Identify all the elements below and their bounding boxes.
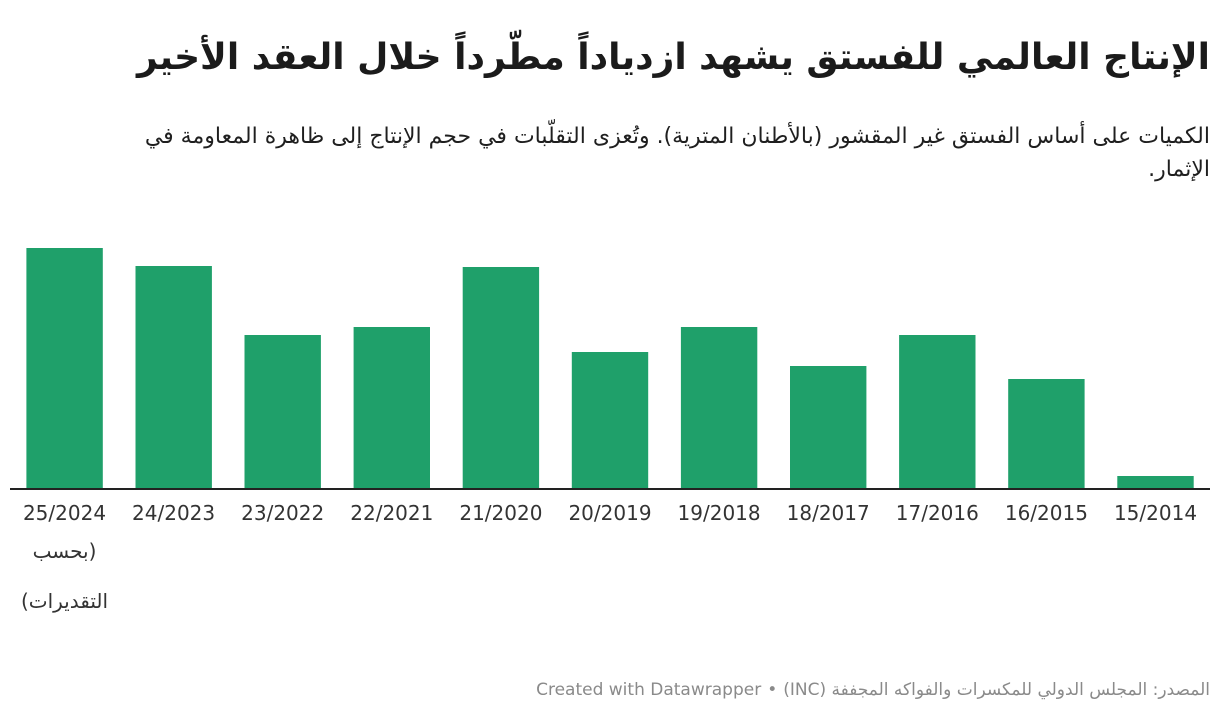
source-note: المصدر: المجلس الدولي للمكسرات والفواكه …	[783, 680, 1210, 700]
x-tick-note: (بحسب التقديرات)	[21, 539, 108, 613]
x-tick-label: 17/2016	[896, 501, 979, 525]
bar-19/2018	[680, 327, 758, 488]
bar-16/2015	[1008, 379, 1085, 488]
bar-25/2024	[26, 248, 103, 488]
x-tick-label: 24/2023	[132, 501, 215, 525]
datawrapper-credit-link[interactable]: Created with Datawrapper	[536, 680, 762, 700]
chart-title: الإنتاج العالمي للفستق يشهد ازدياداً مطّ…	[136, 37, 1210, 78]
bar-20/2019	[571, 352, 649, 488]
bar-chart: 15/2014 16/2015 17/2016 18/2017 19/2018 20/20…	[10, 248, 1210, 613]
x-tick-label: 18/2017	[787, 501, 870, 525]
x-tick-label: 25/2024	[23, 501, 106, 525]
bar-21/2020	[462, 267, 540, 488]
x-tick-label: 19/2018	[678, 501, 761, 525]
x-tick-label: 20/2019	[568, 501, 651, 525]
x-tick-label: 16/2015	[1005, 501, 1088, 525]
x-tick-label: 15/2014	[1114, 501, 1197, 525]
bar-23/2022	[244, 335, 321, 488]
footer-separator: •	[767, 680, 778, 700]
bar-22/2021	[353, 327, 430, 488]
x-tick-label: 21/2020	[459, 501, 542, 525]
x-tick-label: 22/2021	[350, 501, 433, 525]
x-tick-label: 23/2022	[241, 501, 324, 525]
chart-footer: المصدر: المجلس الدولي للمكسرات والفواكه …	[10, 680, 1210, 700]
bar-15/2014	[1117, 476, 1194, 488]
bar-18/2017	[790, 366, 867, 488]
bar-17/2016	[899, 335, 976, 488]
bar-24/2023	[135, 266, 212, 488]
chart-subtitle: الكميات على أساس الفستق غير المقشور (بال…	[144, 124, 1210, 182]
